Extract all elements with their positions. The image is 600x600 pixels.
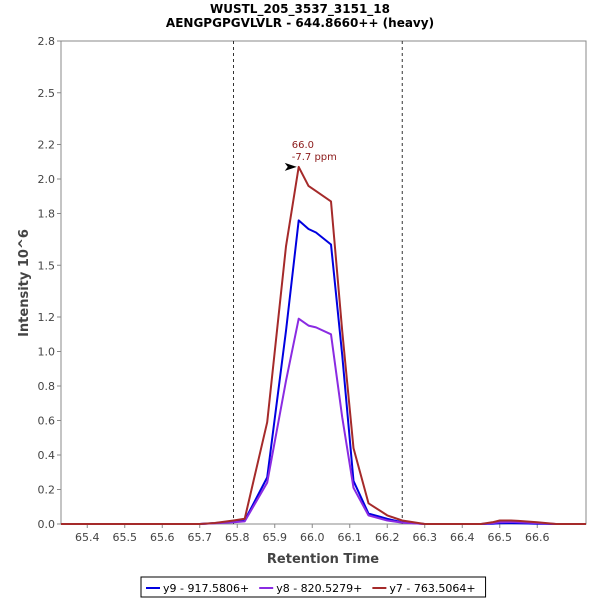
y-tick-label: 1.2 — [38, 311, 56, 324]
x-tick-label: 65.5 — [113, 531, 138, 544]
y-tick-label: 2.0 — [38, 173, 56, 186]
x-tick-label: 65.8 — [225, 531, 250, 544]
y-tick-label: 0.6 — [38, 415, 56, 428]
annotation-arrow-icon — [284, 162, 297, 171]
legend-entry: y7 - 763.5064+ — [389, 582, 475, 595]
y-tick-label: 0.4 — [38, 449, 56, 462]
plot-area — [60, 40, 587, 525]
x-tick-label: 66.0 — [300, 531, 325, 544]
annotation-ppm: -7.7 ppm — [292, 152, 337, 163]
x-tick-label: 65.4 — [75, 531, 100, 544]
y-tick-label: 2.2 — [38, 139, 56, 152]
legend-entry: y8 - 820.5279+ — [276, 582, 362, 595]
series-lines — [61, 165, 586, 525]
series-line — [61, 165, 586, 525]
peak-annotation: 66.0 -7.7 ppm — [284, 140, 337, 171]
y-tick-label: 1.8 — [38, 208, 56, 221]
x-tick-label: 66.4 — [450, 531, 475, 544]
legend: y9 - 917.5806+ y8 - 820.5279+ y7 - 763.506… — [146, 582, 476, 595]
annotation-rt: 66.0 — [292, 140, 314, 151]
x-tick-label: 66.6 — [525, 531, 550, 544]
x-tick-label: 65.6 — [150, 531, 175, 544]
x-tick-label: 66.3 — [413, 531, 438, 544]
legend-entry: y9 - 917.5806+ — [163, 582, 249, 595]
x-tick-label: 66.1 — [338, 531, 363, 544]
chart-title: WUSTL_205_3537_3151_18 — [210, 2, 390, 17]
y-tick-label: 1.0 — [38, 346, 56, 359]
x-tick-label: 65.9 — [263, 531, 288, 544]
y-tick-label: 0.2 — [38, 484, 56, 497]
legend-box — [140, 576, 487, 598]
y-tick-label: 2.8 — [38, 35, 56, 48]
x-tick-label: 65.7 — [188, 531, 213, 544]
x-tick-label: 66.2 — [375, 531, 400, 544]
y-tick-label: 2.5 — [38, 87, 56, 100]
y-tick-label: 1.5 — [38, 259, 56, 272]
y-axis: 0.0 0.2 0.4 0.6 0.8 1.0 1.2 1.5 1.8 2.0 2.2 2.5 2.8 — [38, 35, 61, 531]
y-tick-label: 0.8 — [38, 380, 56, 393]
x-axis: 65.4 65.5 65.6 65.7 65.8 65.9 66.0 66.1 66.2 66.3… — [75, 524, 550, 544]
peak-boundaries — [233, 41, 403, 524]
chart-subtitle: AENGPGPGVLVLR - 644.8660++ (heavy) — [166, 16, 434, 30]
y-tick-label: 0.0 — [38, 518, 56, 531]
x-axis-label: Retention Time — [267, 552, 379, 567]
y-axis-label: Intensity 10^6 — [17, 229, 32, 337]
x-tick-label: 66.5 — [488, 531, 513, 544]
